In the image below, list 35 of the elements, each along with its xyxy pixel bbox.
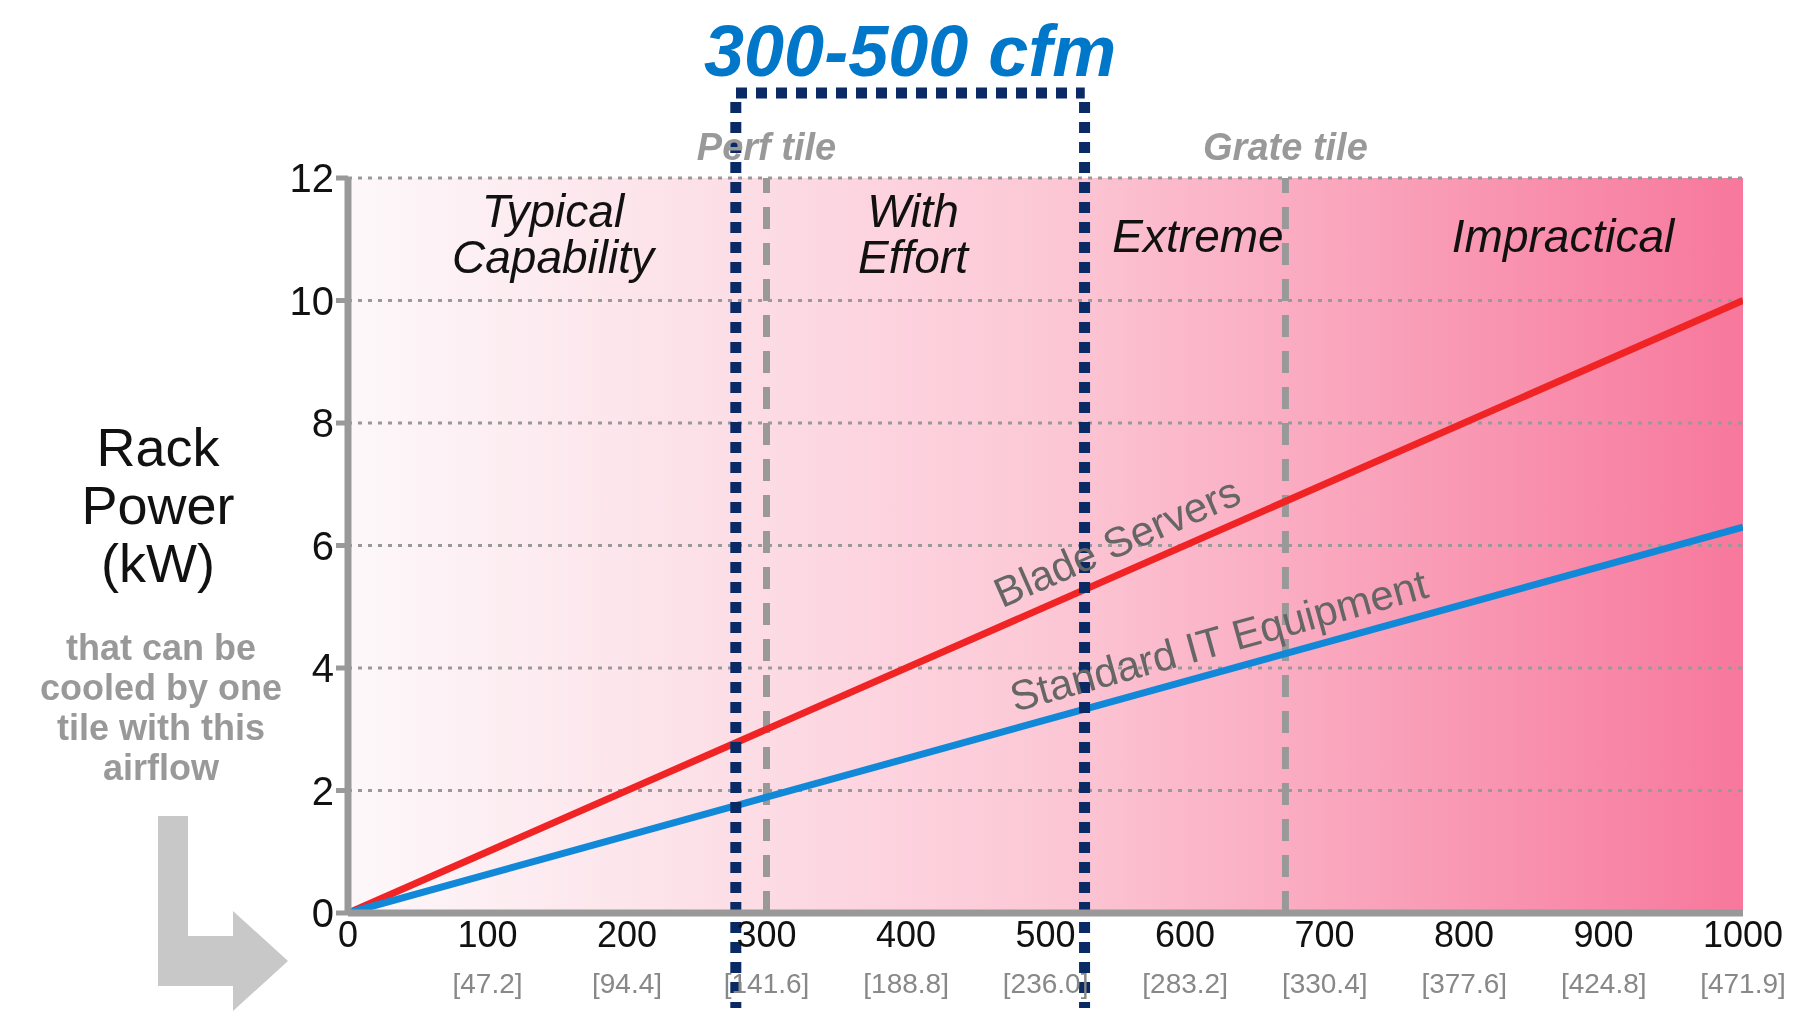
- x-tick-label: 100: [457, 913, 518, 955]
- x-tick-label: 200: [596, 913, 658, 955]
- x2-tick-label: [236.0]: [1002, 968, 1089, 999]
- annotation: With Effort: [857, 185, 971, 283]
- x2-tick-label: [283.2]: [1142, 968, 1228, 999]
- annotation: Extreme: [1111, 210, 1285, 262]
- x2-tick-label: [424.8]: [1560, 968, 1647, 999]
- y-tick-label: 6: [311, 523, 334, 568]
- x-tick-label: 800: [1433, 913, 1495, 955]
- x-tick-label: 900: [1573, 913, 1634, 955]
- annotation: Impractical: [1450, 210, 1677, 262]
- x-tick-label: 1000: [1702, 913, 1784, 955]
- x2-tick-label: [330.4]: [1281, 968, 1368, 999]
- y-tick-label: 12: [289, 156, 334, 201]
- y-tick-label: 8: [311, 401, 334, 446]
- x2-tick-label: [188.8]: [863, 968, 949, 999]
- x2-tick-label: [471.9]: [1700, 968, 1786, 999]
- x2-tick-label: [141.6]: [723, 968, 810, 999]
- x2-tick-label: [47.2]: [452, 968, 523, 999]
- x-tick-label: 700: [1294, 913, 1355, 955]
- x-tick-label: 600: [1154, 913, 1216, 955]
- x-tick-label: 400: [875, 913, 937, 955]
- text: 300-500 cfm: [703, 10, 1118, 92]
- text: that can be cooled by one tile with this airflow: [38, 627, 283, 788]
- annotation: Typical Capability: [451, 185, 657, 283]
- y-tick-label: 4: [311, 646, 334, 691]
- x2-tick-label: [377.6]: [1421, 968, 1508, 999]
- ref-line-label: Grate tile: [1203, 126, 1368, 168]
- y-tick-label: 2: [311, 768, 334, 813]
- y-axis-title: Rack Power (kW): [80, 417, 236, 593]
- ref-line-label: Perf tile: [696, 126, 837, 168]
- x-tick-label: 500: [1015, 913, 1076, 955]
- y-tick-label: 10: [289, 278, 334, 323]
- x-tick-label: 300: [736, 913, 797, 955]
- x2-tick-label: [94.4]: [592, 968, 663, 999]
